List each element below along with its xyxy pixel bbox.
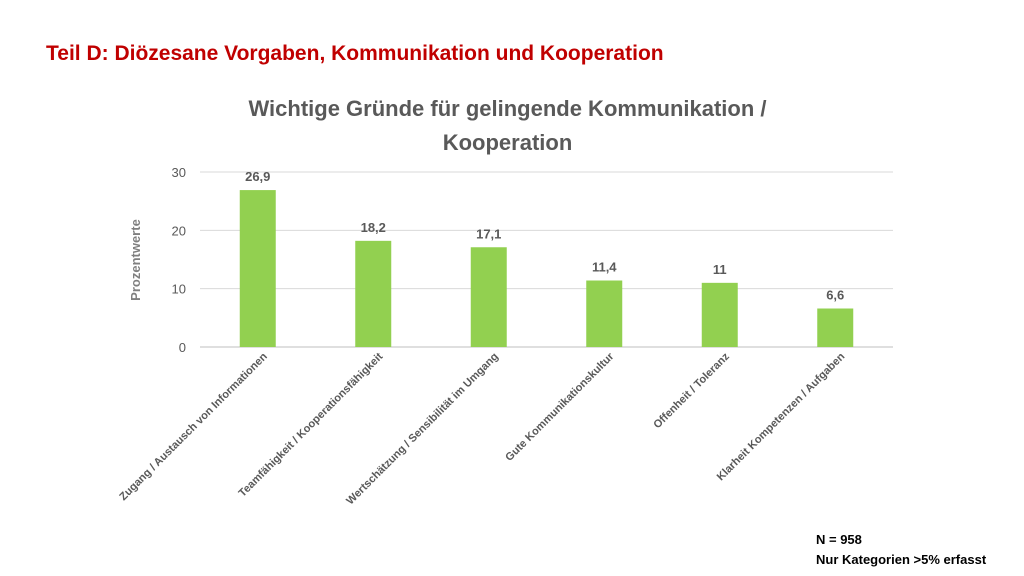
data-label: 11,4	[592, 260, 617, 275]
footnote-note: Nur Kategorien >5% erfasst	[816, 552, 987, 567]
slide-title: Teil D: Diözesane Vorgaben, Kommunikatio…	[46, 42, 664, 65]
x-tick-label: Gute Kommunikationskultur	[503, 350, 617, 464]
data-labels: 26,9 18,2 17,1 11,4 11 6,6	[245, 169, 844, 302]
bar	[355, 240, 392, 347]
footnote-sample-size: N = 958	[816, 532, 862, 547]
bar	[701, 282, 738, 347]
data-label: 6,6	[826, 288, 844, 303]
data-label: 11	[713, 262, 727, 277]
y-tick-label: 10	[172, 282, 186, 297]
x-axis-category-labels: Zugang / Austausch von InformationenTeam…	[117, 350, 847, 507]
y-tick-label: 0	[179, 340, 186, 355]
y-axis-ticks: 0 10 20 30	[172, 165, 186, 355]
chart-title-line1: Wichtige Gründe für gelingende Kommunika…	[248, 96, 767, 121]
footnote: N = 958 Nur Kategorien >5% erfasst	[816, 530, 986, 570]
bar	[239, 190, 276, 347]
y-tick-label: 30	[172, 165, 186, 180]
bar	[817, 308, 854, 347]
chart-title: Wichtige Gründe für gelingende Kommunika…	[200, 92, 815, 160]
data-label: 26,9	[245, 169, 270, 184]
chart-title-line2: Kooperation	[442, 130, 573, 155]
data-label: 18,2	[361, 220, 386, 235]
data-label: 17,1	[476, 226, 501, 241]
x-tick-label: Teamfähigkeit / Kooperationsfähigkeit	[237, 350, 386, 499]
x-tick-label: Klarheit Kompetenzen / Aufgaben	[715, 350, 848, 483]
bars	[239, 190, 854, 347]
bar	[586, 280, 623, 347]
y-tick-label: 20	[172, 223, 186, 238]
x-tick-label: Offenheit / Toleranz	[651, 350, 732, 431]
y-axis-label: Prozentwerte	[128, 219, 143, 301]
bar	[470, 247, 507, 347]
gridlines	[200, 171, 893, 348]
